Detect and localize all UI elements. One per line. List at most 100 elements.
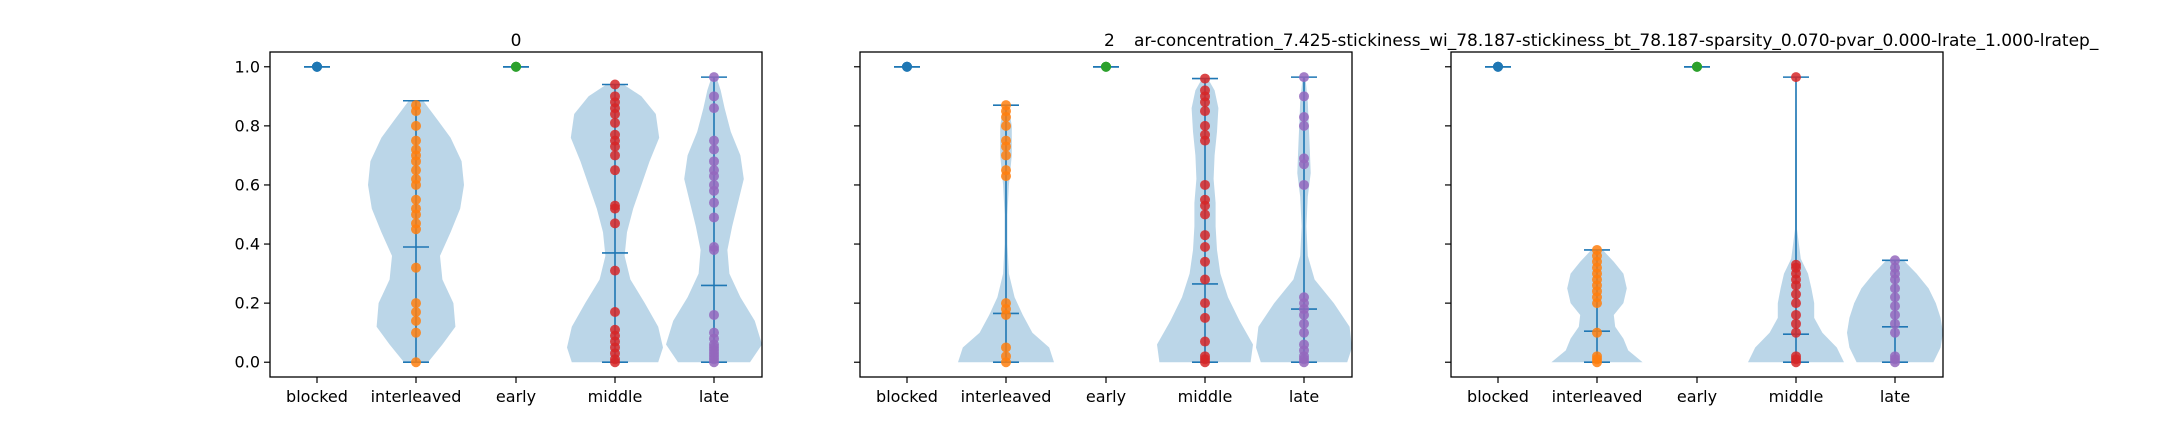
data-point-middle-17 <box>1200 106 1210 117</box>
data-point-interleaved-13 <box>1592 244 1602 255</box>
x-tick-label-blocked: blocked <box>1467 387 1529 406</box>
data-point-early-2 <box>511 61 521 72</box>
y-tick-label-5: 1.0 <box>235 57 260 76</box>
data-point-late-17 <box>1299 72 1309 83</box>
data-point-middle-6 <box>1200 274 1210 285</box>
data-point-late-8 <box>709 327 719 338</box>
data-point-late-4 <box>1299 339 1309 350</box>
data-point-middle-13 <box>1791 72 1801 83</box>
violin-group-early <box>503 61 529 72</box>
data-point-early-2 <box>1692 61 1702 72</box>
data-point-middle-15 <box>1200 129 1210 140</box>
data-point-middle-13 <box>610 150 620 161</box>
title-subplot-2: 2 <box>1104 31 1115 51</box>
data-point-late-11 <box>1890 262 1900 273</box>
data-point-middle-7 <box>1791 289 1801 300</box>
x-tick-label-early: early <box>496 387 536 406</box>
violin-group-interleaved <box>368 99 464 368</box>
data-point-late-15 <box>1299 112 1309 122</box>
x-tick-label-interleaved: interleaved <box>961 387 1052 406</box>
data-point-interleaved-0 <box>411 357 421 368</box>
data-point-interleaved-20 <box>411 100 421 111</box>
data-point-late-10 <box>1299 292 1309 303</box>
data-point-interleaved-7 <box>411 218 421 229</box>
subplot-1: 0.0 0.2 0.4 0.6 0.8 1.0 blocked interleaved earl… <box>235 51 763 406</box>
data-point-middle-13 <box>1200 179 1210 190</box>
data-point-interleaved-5 <box>1001 298 1011 309</box>
data-point-late-5 <box>1299 327 1309 338</box>
data-point-interleaved-18 <box>411 120 421 131</box>
data-point-late-3 <box>1890 327 1900 338</box>
violin-group-blocked <box>894 61 920 72</box>
data-point-late-21 <box>709 103 719 114</box>
data-point-interleaved-12 <box>411 174 421 185</box>
data-point-late-12 <box>709 212 719 223</box>
data-point-late-9 <box>709 309 719 320</box>
data-point-middle-5 <box>1791 309 1801 320</box>
data-point-middle-2 <box>1791 351 1801 362</box>
data-point-late-11 <box>709 242 719 252</box>
data-point-middle-9 <box>1200 230 1210 241</box>
violin-group-interleaved <box>1551 244 1643 368</box>
x-tick-label-early: early <box>1677 387 1717 406</box>
data-point-late-6 <box>1299 318 1309 329</box>
violin-group-middle <box>1157 73 1253 368</box>
violin-group-late <box>1256 72 1352 368</box>
data-point-late-11 <box>1299 179 1309 190</box>
data-point-blocked-2 <box>902 61 912 72</box>
x-tick-label-interleaved: interleaved <box>371 387 462 406</box>
x-tick-label-late: late <box>1289 387 1319 406</box>
violin-group-early <box>1093 61 1119 72</box>
data-point-middle-8 <box>610 265 620 276</box>
data-point-middle-7 <box>610 307 620 317</box>
violin-group-middle <box>1748 72 1844 368</box>
data-point-interleaved-16 <box>411 144 421 155</box>
data-point-middle-12 <box>1200 194 1210 205</box>
subplot-2: blocked interleaved early middle late <box>854 51 1353 406</box>
x-tick-label-early: early <box>1086 387 1126 406</box>
data-point-middle-12 <box>1791 259 1801 270</box>
data-point-blocked-3 <box>312 61 322 72</box>
data-point-interleaved-10 <box>411 194 421 205</box>
data-point-late-15 <box>709 179 719 190</box>
x-tick-label-interleaved: interleaved <box>1552 387 1643 406</box>
data-point-blocked-2 <box>1493 61 1503 72</box>
data-point-late-20 <box>709 135 719 146</box>
data-point-middle-10 <box>1200 209 1210 220</box>
data-point-interleaved-9 <box>411 203 421 214</box>
data-point-middle-3 <box>1200 336 1210 347</box>
data-point-late-14 <box>1299 120 1309 131</box>
data-point-interleaved-2 <box>1592 351 1602 362</box>
violin-group-late <box>666 72 762 368</box>
data-point-interleaved-4 <box>411 298 421 309</box>
data-point-middle-11 <box>610 200 620 211</box>
y-tick-label-2: 0.4 <box>235 235 260 254</box>
data-point-middle-22 <box>610 79 620 90</box>
data-point-middle-8 <box>1200 242 1210 252</box>
data-point-middle-17 <box>610 117 620 128</box>
y-tick-label-0: 0.0 <box>235 353 260 372</box>
panels: 0.0 0.2 0.4 0.6 0.8 1.0 blocked interleaved earl… <box>235 51 1944 406</box>
data-point-middle-5 <box>1200 298 1210 309</box>
data-point-interleaved-1 <box>1001 351 1011 362</box>
data-point-late-13 <box>1299 153 1309 164</box>
data-point-middle-3 <box>1791 327 1801 338</box>
x-tick-label-blocked: blocked <box>876 387 938 406</box>
x-tick-label-middle: middle <box>588 387 643 406</box>
data-point-interleaved-2 <box>411 315 421 326</box>
data-point-late-22 <box>709 91 719 102</box>
data-point-late-23 <box>709 72 719 83</box>
data-point-middle-6 <box>610 324 620 335</box>
y-tick-label-3: 0.6 <box>235 175 260 194</box>
data-point-late-18 <box>709 156 719 167</box>
data-point-middle-21 <box>1200 73 1210 84</box>
data-point-middle-4 <box>1200 312 1210 323</box>
x-tick-label-middle: middle <box>1769 387 1824 406</box>
violin-group-blocked <box>304 61 330 72</box>
data-point-middle-12 <box>610 165 620 176</box>
violin-group-blocked <box>1485 61 1511 72</box>
data-point-interleaved-7 <box>1001 165 1011 176</box>
violin-group-middle <box>567 79 663 368</box>
data-point-interleaved-1 <box>411 327 421 338</box>
